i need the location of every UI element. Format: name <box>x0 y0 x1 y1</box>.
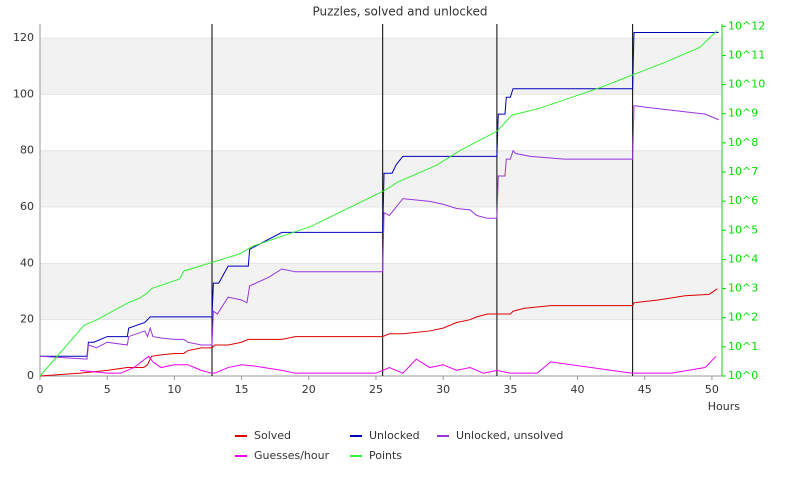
legend-label: Guesses/hour <box>254 449 330 462</box>
x-tick-label: 45 <box>638 383 652 396</box>
legend-label: Unlocked, unsolved <box>456 429 563 442</box>
x-tick-label: 50 <box>705 383 719 396</box>
y2-tick-label: 10^7 <box>728 165 758 178</box>
y2-tick-label: 10^10 <box>728 78 765 91</box>
series-line <box>40 31 719 357</box>
y2-tick-label: 10^12 <box>728 19 765 32</box>
grid-band <box>40 150 722 208</box>
y2-tick-label: 10^11 <box>728 48 765 61</box>
grid-band <box>40 263 722 320</box>
y2-tick-label: 10^2 <box>728 311 758 324</box>
y2-tick-label: 10^1 <box>728 340 758 353</box>
y2-tick-label: 10^0 <box>728 369 758 382</box>
series-line <box>39 30 718 377</box>
legend-label: Points <box>369 449 402 462</box>
y-tick-label: 40 <box>20 256 34 269</box>
x-tick-label: 10 <box>167 383 181 396</box>
y-tick-label: 100 <box>13 87 34 100</box>
series-line <box>80 355 717 374</box>
legend-label: Unlocked <box>369 429 420 442</box>
series-line <box>39 105 719 360</box>
x-tick-label: 0 <box>37 383 44 396</box>
x-tick-label: 40 <box>571 383 585 396</box>
y-tick-label: 60 <box>20 200 34 213</box>
series-line <box>39 288 718 377</box>
y2-tick-label: 10^4 <box>728 252 758 265</box>
x-tick-label: 15 <box>235 383 249 396</box>
y-tick-label: 0 <box>27 369 34 382</box>
y2-tick-label: 10^6 <box>728 194 758 207</box>
legend-label: Solved <box>254 429 291 442</box>
y2-tick-label: 10^9 <box>728 107 758 120</box>
y-tick-label: 80 <box>20 144 34 157</box>
grid-band <box>40 38 722 95</box>
chart-title: Puzzles, solved and unlocked <box>312 5 487 19</box>
y-tick-label: 20 <box>20 313 34 326</box>
x-axis-label: Hours <box>708 400 740 413</box>
x-tick-label: 35 <box>503 383 517 396</box>
x-tick-label: 20 <box>302 383 316 396</box>
x-tick-label: 5 <box>104 383 111 396</box>
y2-tick-label: 10^5 <box>728 223 758 236</box>
y-tick-label: 120 <box>13 31 34 44</box>
y2-tick-label: 10^3 <box>728 282 758 295</box>
y2-tick-label: 10^8 <box>728 136 758 149</box>
x-tick-label: 25 <box>369 383 383 396</box>
x-tick-label: 30 <box>436 383 450 396</box>
